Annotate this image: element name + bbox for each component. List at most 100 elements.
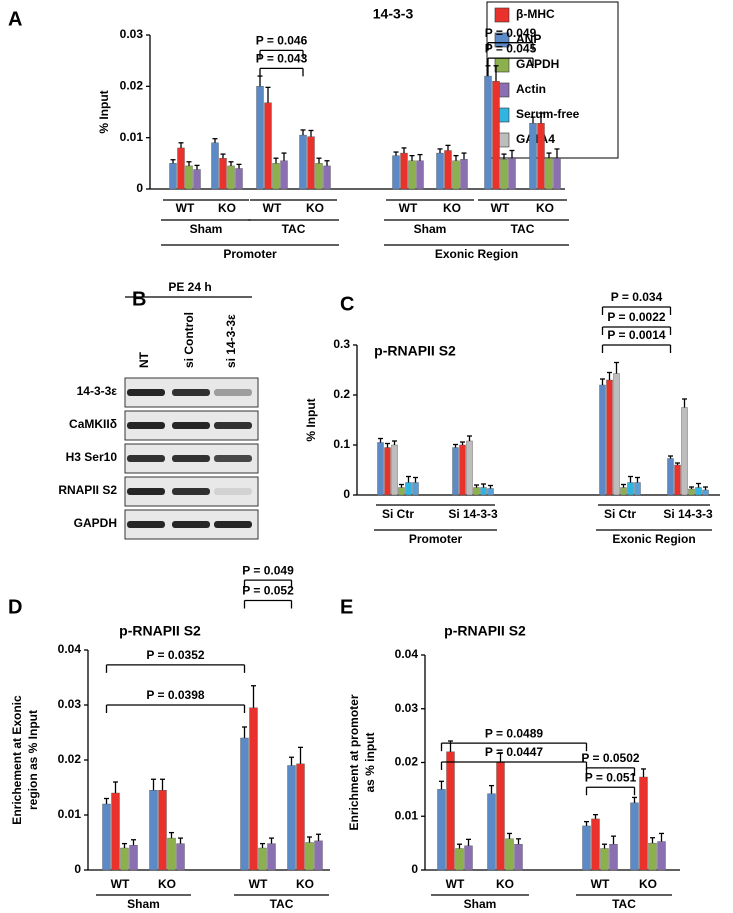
error-bar	[593, 813, 598, 819]
chart-title: p-RNAPII S2	[119, 623, 201, 639]
bar	[459, 444, 466, 496]
significance-bracket	[601, 344, 672, 353]
chart-title: 14-3-3	[373, 6, 414, 22]
chart-title: p-RNAPII S2	[374, 343, 456, 359]
bar	[599, 384, 606, 496]
x-tick-label: WT	[591, 877, 610, 891]
error-bar	[186, 161, 192, 166]
panel-label: C	[340, 293, 354, 315]
p-value-label: P = 0.049	[485, 26, 537, 40]
bar	[307, 136, 315, 190]
error-bar	[392, 440, 397, 445]
y-tick-label: 0.03	[395, 701, 419, 715]
error-bar	[611, 835, 616, 845]
error-bar	[413, 476, 418, 483]
error-bar	[406, 475, 411, 483]
x-tick-label: Si 14-3-3	[663, 507, 713, 521]
p-value-label: P = 0.049	[242, 563, 294, 577]
bar	[235, 168, 243, 190]
error-bar	[151, 778, 156, 791]
significance-bracket	[105, 664, 246, 673]
panel-label: D	[8, 596, 22, 618]
p-value-label: P = 0.046	[256, 34, 308, 48]
bar	[630, 802, 639, 871]
error-bar	[668, 455, 673, 459]
significance-bracket	[440, 761, 588, 770]
blot-band	[214, 488, 252, 495]
error-bar	[538, 112, 544, 124]
bar	[674, 464, 681, 496]
bar	[537, 123, 545, 190]
bar	[492, 80, 500, 190]
error-bar	[530, 116, 536, 124]
error-bar	[273, 157, 279, 164]
error-bar	[122, 842, 127, 848]
bar	[405, 482, 412, 496]
bar	[102, 803, 111, 871]
error-bar	[170, 159, 176, 164]
error-bar	[401, 147, 407, 154]
bar	[392, 155, 400, 190]
group-label: TAC	[612, 897, 636, 911]
bar	[480, 487, 487, 496]
error-bar	[498, 752, 503, 763]
bar	[452, 447, 459, 496]
bar	[400, 152, 408, 190]
blot-row-label: RNAPII S2	[58, 483, 117, 497]
blot-band	[127, 389, 165, 396]
bar	[487, 793, 496, 871]
significance-bracket	[243, 579, 293, 589]
error-bar	[607, 371, 612, 380]
y-tick-label: 0.3	[333, 337, 350, 351]
bar	[529, 123, 537, 190]
error-bar	[650, 837, 655, 844]
bar	[627, 482, 634, 496]
legend-label: β-MHC	[516, 7, 555, 21]
p-value-label: P = 0.0022	[607, 310, 665, 324]
bar	[299, 134, 307, 190]
error-bar	[104, 797, 109, 804]
error-bar	[269, 837, 274, 844]
y-tick-label: 0.01	[120, 130, 144, 144]
group-label: Sham	[190, 222, 223, 236]
y-tick-label: 0.02	[395, 755, 419, 769]
error-bar	[393, 151, 399, 156]
blot-band	[214, 521, 252, 528]
y-tick-label: 0.02	[120, 79, 144, 93]
group-label: TAC	[270, 897, 294, 911]
bar	[695, 487, 702, 496]
error-bar	[160, 778, 165, 791]
bar	[437, 789, 446, 871]
bar	[249, 707, 258, 871]
error-bar	[378, 437, 383, 443]
y-axis-label: % Input	[304, 398, 318, 441]
error-bar	[437, 148, 443, 154]
x-tick-label: KO	[158, 877, 176, 891]
significance-bracket	[585, 767, 636, 776]
bar	[315, 163, 323, 190]
bar	[446, 751, 455, 871]
bar	[455, 848, 464, 871]
blot-band	[172, 521, 210, 528]
p-value-label: P = 0.0352	[146, 648, 204, 662]
y-tick-label: 0.01	[58, 807, 82, 821]
error-bar	[131, 839, 136, 846]
error-bar	[493, 65, 499, 82]
error-bar	[169, 831, 174, 839]
chart-title: p-RNAPII S2	[444, 623, 526, 639]
error-bar	[178, 142, 184, 148]
x-tick-label: KO	[218, 201, 236, 215]
bar	[657, 841, 666, 871]
error-bar	[641, 768, 646, 778]
y-tick-label: 0.2	[333, 387, 350, 401]
p-value-label: P = 0.051	[585, 770, 637, 784]
bar	[408, 160, 416, 190]
blot-band	[172, 488, 210, 495]
x-tick-label: KO	[496, 877, 514, 891]
bar	[514, 844, 523, 871]
bar	[553, 157, 561, 190]
error-bar	[439, 780, 444, 790]
y-tick-label: 0.01	[395, 808, 419, 822]
bar	[296, 763, 305, 871]
blot-band	[127, 488, 165, 495]
